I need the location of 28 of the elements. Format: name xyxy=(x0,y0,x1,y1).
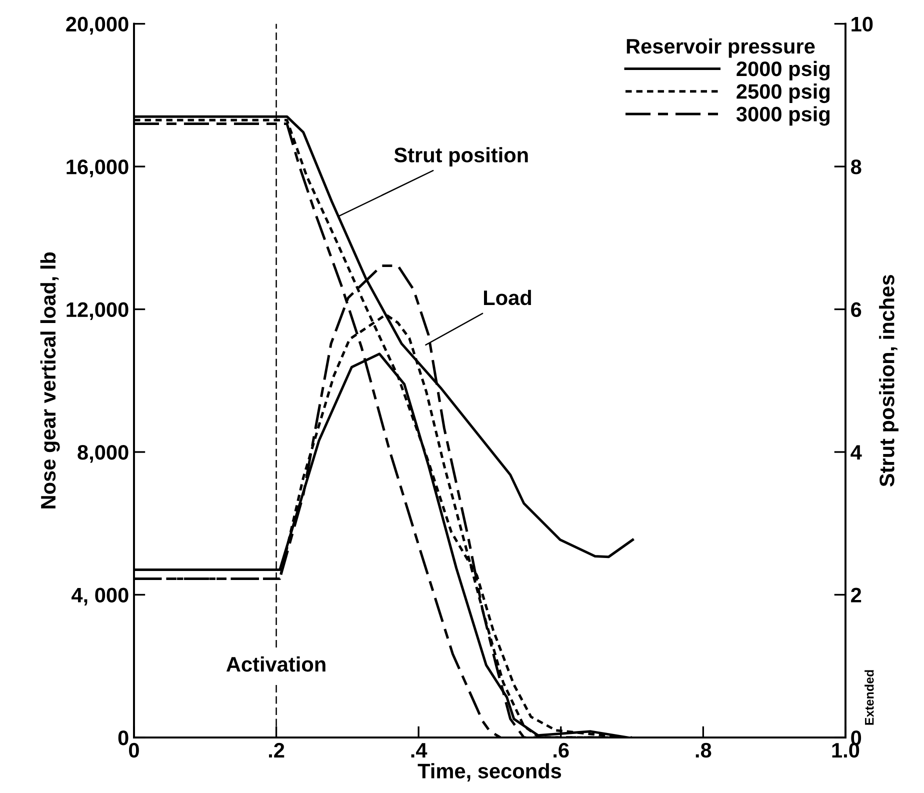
x-tick-label: 1.0 xyxy=(832,742,860,758)
y-tick-label: 16,000 xyxy=(66,160,128,178)
y-tick-label: 4, 000 xyxy=(72,588,128,606)
text: Extended xyxy=(864,670,874,725)
x-tick-label: .8 xyxy=(696,742,712,758)
y2-tick-label: 4 xyxy=(850,445,862,460)
x-tick-label: .2 xyxy=(269,742,284,758)
x-tick-label: .6 xyxy=(554,742,569,758)
y-tick-label: 8,000 xyxy=(78,445,128,463)
y-axis-title: Nose gear vertical load, lb xyxy=(40,252,60,508)
y-tick-label: 0 xyxy=(118,730,128,746)
y2-axis-title: Strut position, inches xyxy=(879,275,898,487)
ref-line-label: Activation xyxy=(226,656,326,672)
legend-label: 2000 psig xyxy=(736,60,830,80)
y-tick-label: 12,000 xyxy=(66,302,128,320)
annotation: Load xyxy=(484,290,531,306)
y2-tick-label: 2 xyxy=(851,588,862,602)
legend-label: 2500 psig xyxy=(736,84,830,104)
x-tick-label: 0 xyxy=(129,742,139,758)
x-axis-title: Time, seconds xyxy=(418,763,562,782)
annotation: Strut position xyxy=(394,147,528,167)
x-tick-label: .4 xyxy=(411,743,428,758)
legend-title: Reservoir pressure xyxy=(626,38,815,58)
y-tick-label: 20,000 xyxy=(66,16,128,35)
y2-tick-label: 8 xyxy=(850,160,862,174)
y2-tick-label: 6 xyxy=(851,302,862,318)
y2-tick-label: 10 xyxy=(852,16,873,32)
legend-label: 3000 psig xyxy=(736,106,830,126)
